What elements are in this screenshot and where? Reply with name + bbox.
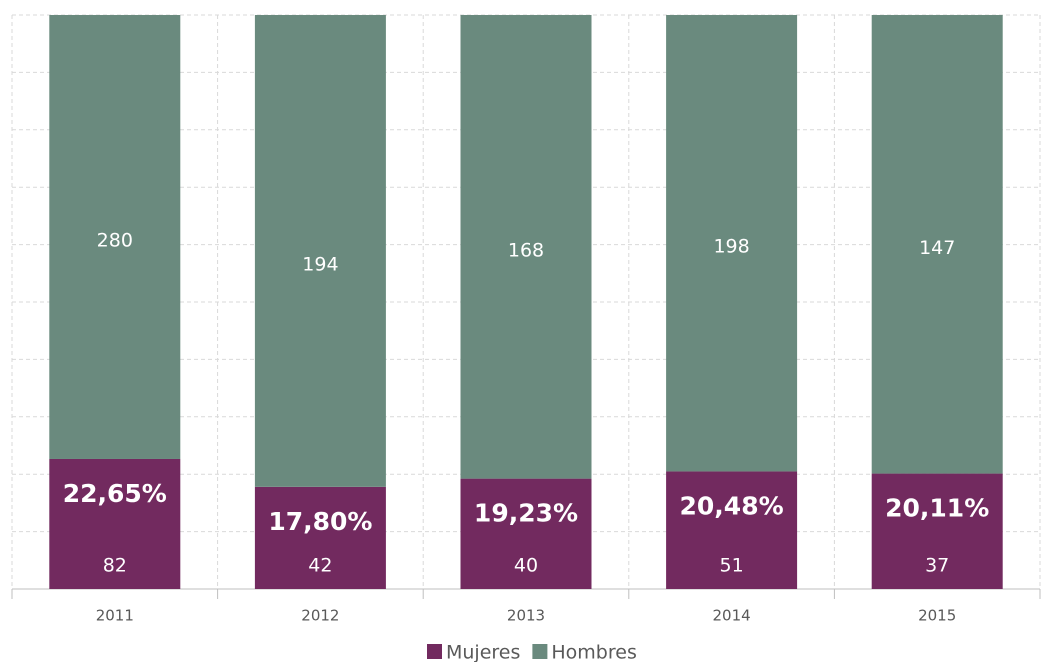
percent-label: 20,48% [680, 491, 784, 520]
bar-segment [254, 15, 386, 487]
data-label: 194 [302, 253, 338, 275]
bar-segment [666, 15, 798, 472]
bar-segment [666, 471, 798, 589]
data-label: 280 [97, 229, 133, 251]
bar-segment [254, 486, 386, 589]
legend-swatch [532, 644, 548, 659]
x-tick-label: 2014 [713, 607, 751, 625]
percent-label: 22,65% [63, 479, 167, 508]
percent-label: 19,23% [474, 499, 578, 528]
data-label: 168 [508, 239, 544, 261]
legend-label: Mujeres [446, 642, 520, 662]
bar-segment [49, 458, 181, 589]
x-tick-label: 2011 [96, 607, 134, 625]
bar-segment [871, 15, 1003, 474]
percent-label: 17,80% [268, 507, 372, 536]
data-label: 51 [720, 555, 744, 577]
data-label: 147 [919, 237, 955, 259]
data-label: 37 [925, 555, 949, 577]
bar-segment [460, 478, 592, 589]
data-label: 42 [308, 555, 332, 577]
percent-label: 20,11% [885, 494, 989, 523]
x-tick-label: 2013 [507, 607, 545, 625]
x-tick-label: 2012 [301, 607, 339, 625]
legend-label: Hombres [551, 642, 636, 662]
data-label: 40 [514, 555, 538, 577]
data-label: 82 [103, 555, 127, 577]
legend-swatch [427, 644, 442, 659]
x-tick-label: 2015 [918, 607, 956, 625]
bar-segment [49, 15, 181, 459]
bar-segment [460, 15, 592, 479]
data-label: 198 [713, 236, 749, 258]
bar-segment [871, 473, 1003, 589]
